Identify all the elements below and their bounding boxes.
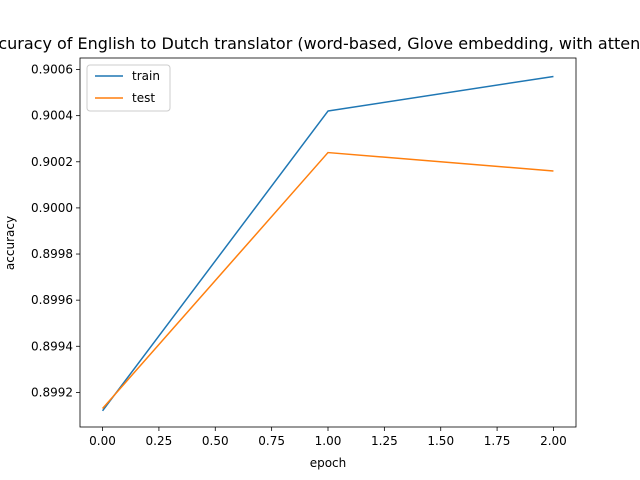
x-tick-label: 0.75 bbox=[258, 434, 285, 448]
x-tick-label: 1.50 bbox=[427, 434, 454, 448]
y-tick-label: 0.9000 bbox=[31, 201, 73, 215]
y-axis-label: accuracy bbox=[3, 216, 17, 270]
y-tick-label: 0.8994 bbox=[31, 339, 73, 353]
x-axis-label: epoch bbox=[310, 456, 347, 470]
y-tick-label: 0.9002 bbox=[31, 155, 73, 169]
x-tick-label: 1.75 bbox=[484, 434, 511, 448]
x-tick-label: 0.00 bbox=[89, 434, 116, 448]
y-tick-label: 0.8996 bbox=[31, 293, 73, 307]
x-tick-label: 2.00 bbox=[540, 434, 567, 448]
x-tick-label: 1.25 bbox=[371, 434, 398, 448]
axes-frame bbox=[79, 57, 577, 428]
legend-label-train: train bbox=[132, 69, 160, 83]
x-tick-label: 0.25 bbox=[146, 434, 173, 448]
y-tick-label: 0.8998 bbox=[31, 247, 73, 261]
plot-area: 0.00 0.25 0.50 0.75 1.00 1.25 1.50 1.75 2.00 0.89… bbox=[31, 57, 577, 448]
legend: train test bbox=[86, 64, 171, 112]
y-tick-label: 0.9006 bbox=[31, 63, 73, 77]
y-tick-label: 0.8992 bbox=[31, 385, 73, 399]
series-line-train bbox=[101, 75, 554, 412]
series-line-test bbox=[101, 151, 554, 410]
x-tick-label: 1.00 bbox=[315, 434, 342, 448]
x-tick-label: 0.50 bbox=[202, 434, 229, 448]
chart-title: Accuracy of English to Dutch translator … bbox=[0, 34, 640, 53]
legend-label-test: test bbox=[132, 91, 155, 105]
y-tick-label: 0.9004 bbox=[31, 109, 73, 123]
